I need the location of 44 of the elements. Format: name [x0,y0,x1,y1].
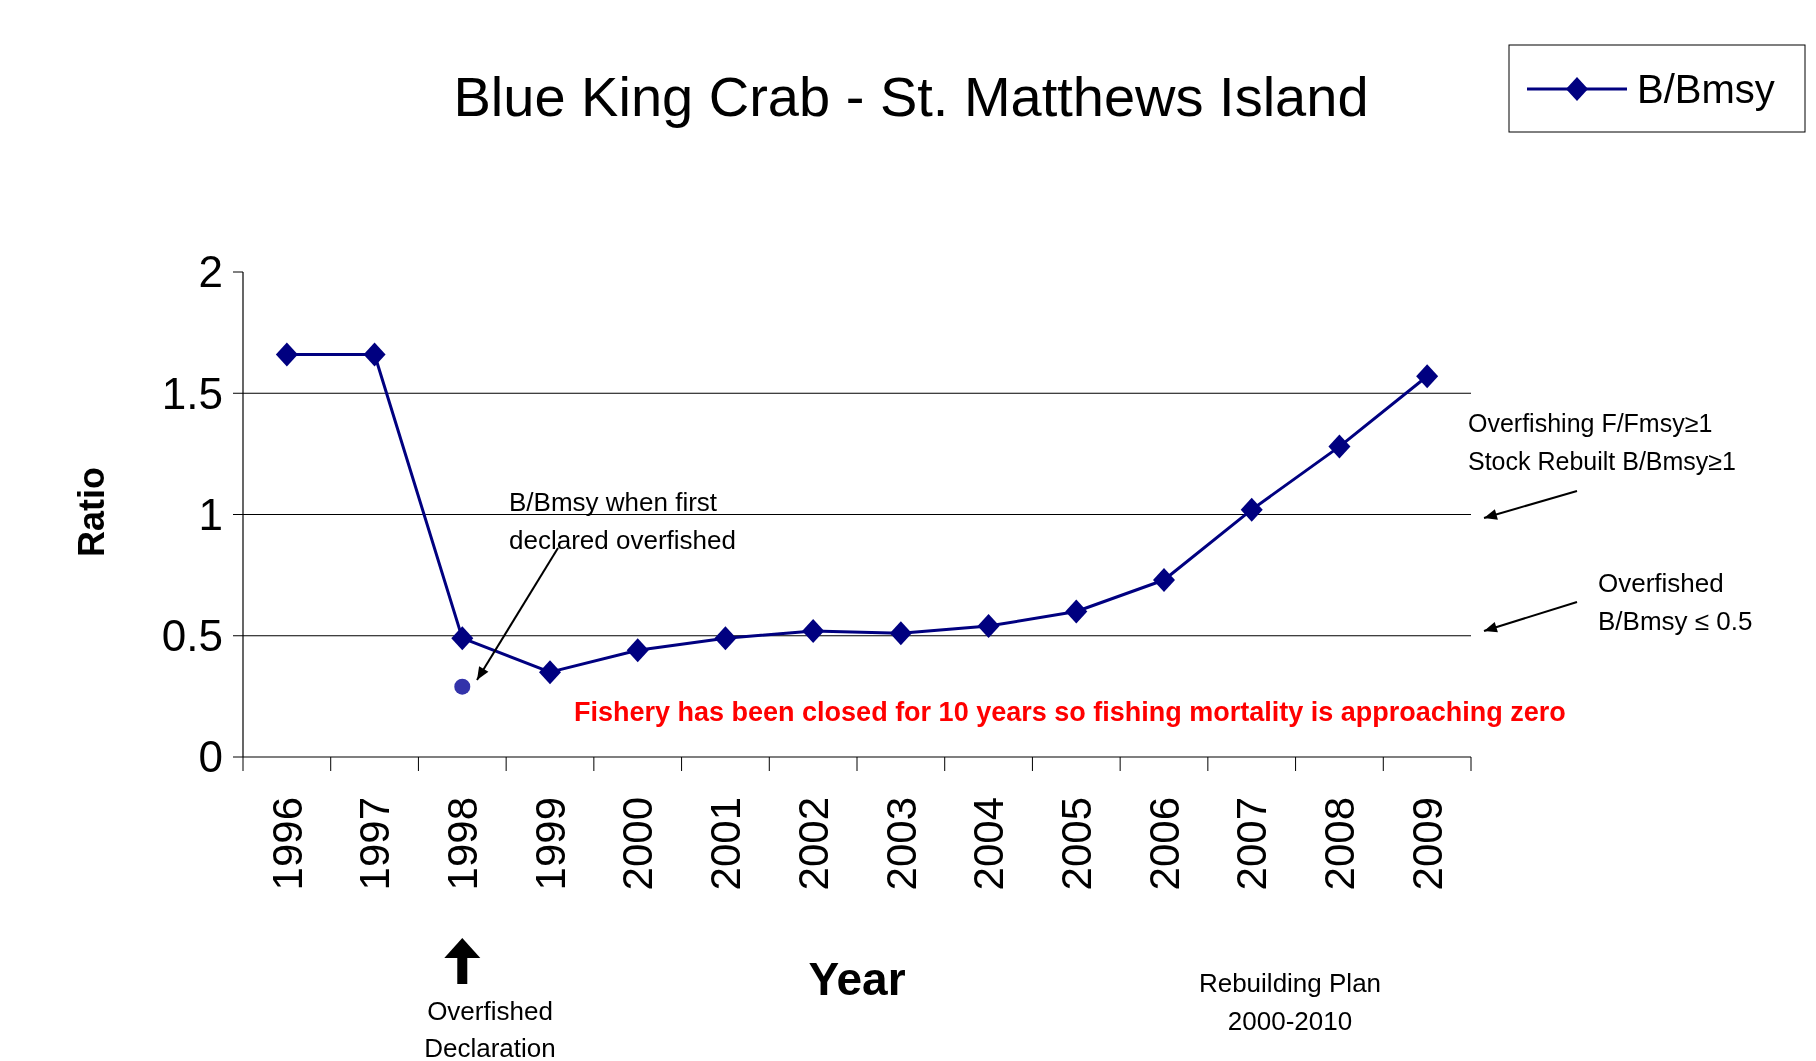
y-tick-label: 0 [198,732,223,782]
point [1065,599,1088,624]
x-tick-label: 1996 [263,797,311,891]
annotation: B/Bmsy when first declared overfished [509,487,736,555]
point [802,618,825,643]
x-tick-label: 2006 [1140,797,1188,891]
x-tick-label: 1997 [351,797,399,891]
text: Overfished B/Bmsy ≤ 0.5 [1598,568,1753,636]
y-tick-label: 1 [198,489,223,539]
point [454,678,471,695]
legend-label: B/Bmsy [1637,67,1775,111]
x-tick-label: 2008 [1316,797,1364,891]
point [363,342,386,367]
x-tick-label: 1998 [438,797,486,891]
x-tick-label: 2007 [1228,797,1276,891]
point [1240,497,1263,522]
point [539,660,561,685]
point [714,626,737,651]
x-tick-label: 2002 [789,797,837,891]
text: Rebuilding Plan 2000-2010 [1198,968,1382,1036]
annotation: Overfishing F/Fmsy≥1 Stock Rebuilt B/Bmsy≥1 [1468,409,1736,475]
x-tick-label: 2004 [965,797,1013,891]
y-tick-label: 0.5 [161,611,223,661]
point [1328,434,1351,459]
point [451,626,474,651]
x-tick-label: 2005 [1052,797,1100,891]
y-tick-label: 1.5 [161,368,223,418]
x-tick-label: 2009 [1403,797,1451,891]
point [889,621,912,646]
x-tick-label: 2000 [614,797,662,891]
chart-title: Blue King Crab - St. Matthews Island [453,65,1369,128]
point [1416,364,1439,389]
x-tick-label: 2001 [702,797,750,891]
x-tick-label: 2003 [877,797,925,891]
x-axis-title: Year [808,953,906,1005]
y-axis-title: Ratio [71,467,112,557]
point [626,638,649,663]
point [1153,567,1175,592]
x-tick-label: 1999 [526,797,574,891]
point [275,342,298,367]
point [977,614,1000,639]
text: Overfished Declaration [424,996,556,1061]
y-tick-label: 2 [198,247,223,297]
annotation: Fishery has been closed for 10 years so fishing mortality is approaching zero [574,697,1566,727]
